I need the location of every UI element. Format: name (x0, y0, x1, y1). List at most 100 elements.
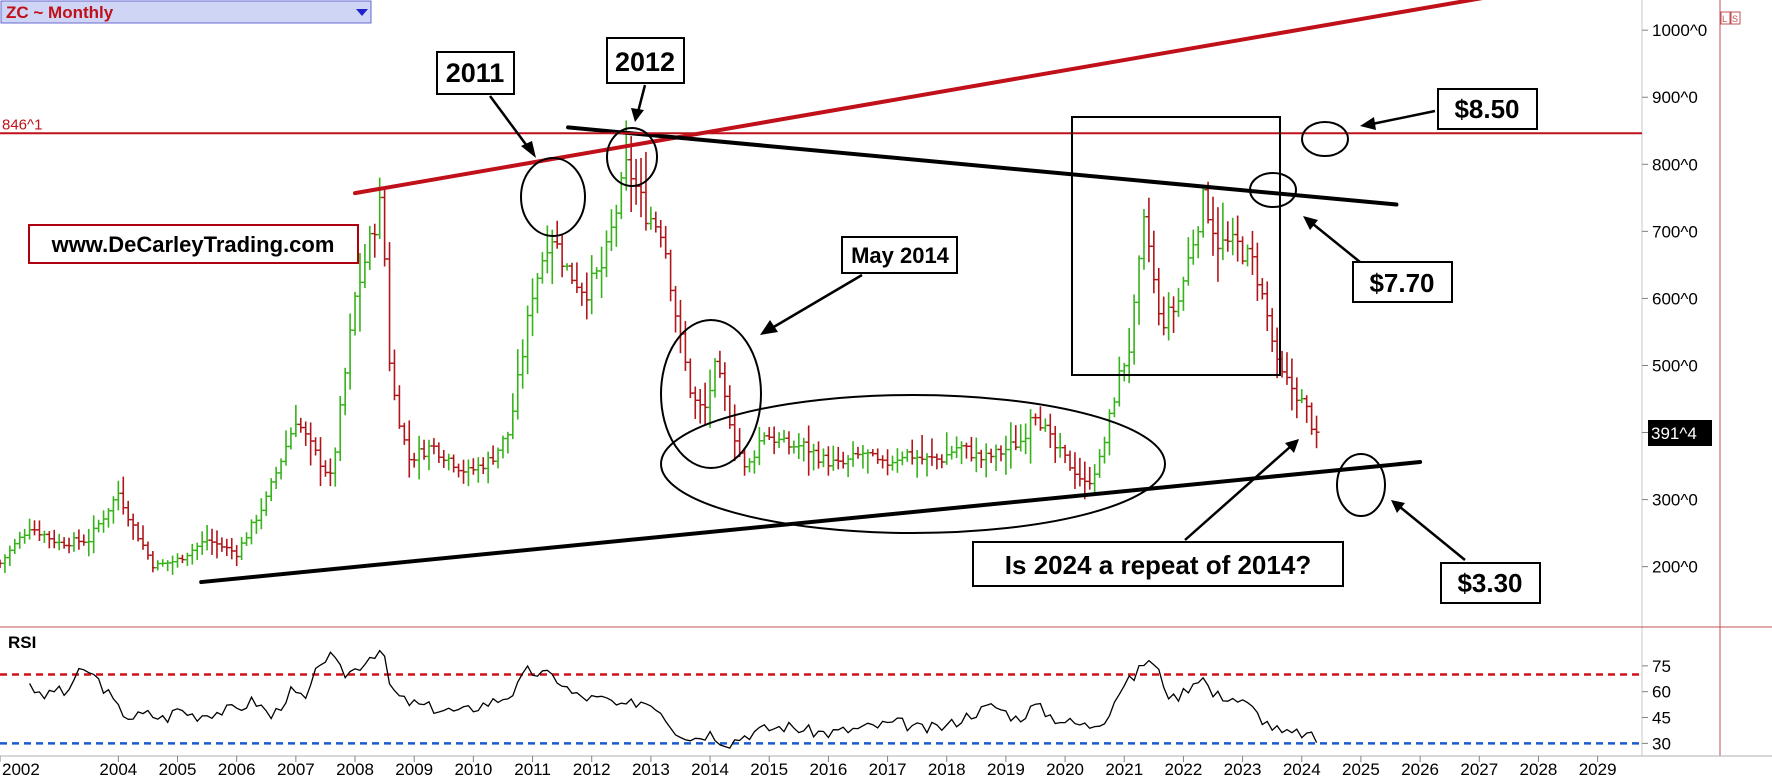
rsi-title: RSI (8, 633, 36, 652)
annotation-may-2014: May 2014 (851, 243, 950, 268)
time-axis-tick-label: 2009 (395, 760, 433, 777)
annotation-repeat-box (972, 541, 1344, 587)
annotation-2011: 2011 (446, 58, 505, 88)
box-2021-2023 (1071, 116, 1281, 376)
rsi-axis-tick-label: 60 (1652, 683, 1671, 702)
annotation-2012-box (606, 37, 685, 84)
time-axis-tick-label: 2013 (632, 760, 670, 777)
annotation-330: $3.30 (1457, 568, 1522, 598)
last-price-badge: 391^4 (1648, 420, 1712, 446)
time-axis-tick-label: 2022 (1165, 760, 1203, 777)
arrow-2011 (488, 95, 532, 151)
arrow-770 (1312, 223, 1361, 263)
annotation-2011-box (436, 51, 515, 95)
time-axis-tick-label: 2007 (277, 760, 315, 777)
time-axis-tick-label: 2018 (928, 760, 966, 777)
price-axis-tick-label: 600^0 (1652, 289, 1698, 308)
price-axis: 200^0300^0400^0500^0600^0700^0800^0900^0… (1642, 21, 1707, 577)
time-axis-tick-label: 2024 (1283, 760, 1321, 777)
range-ellipse-2014-2020 (660, 394, 1166, 534)
long-button[interactable] (1720, 11, 1731, 25)
price-axis-tick-label: 800^0 (1652, 155, 1698, 174)
arrow-850-head (1360, 117, 1376, 130)
circle-330 (1336, 453, 1386, 517)
annotation-770: $7.70 (1369, 268, 1434, 298)
short-button[interactable] (1730, 11, 1741, 25)
circle-2012-high (606, 127, 658, 187)
time-axis-tick-label: 2025 (1342, 760, 1380, 777)
support-trendline (199, 460, 1423, 585)
time-axis-tick-label: 2016 (809, 760, 847, 777)
annotation-repeat: Is 2024 a repeat of 2014? (1005, 550, 1311, 580)
time-axis-tick-label: 2027 (1460, 760, 1498, 777)
time-axis-tick-label: 2008 (336, 760, 374, 777)
arrow-2012 (636, 84, 647, 113)
price-axis-tick-label: 200^0 (1652, 558, 1698, 577)
price-axis-tick-label: 700^0 (1652, 222, 1698, 241)
arrow-2011-head (521, 141, 536, 158)
annotation-330-box (1440, 562, 1541, 604)
annotation-may-2014-box (841, 236, 958, 274)
rsi-axis: 30 45 60 75 (1642, 657, 1671, 753)
time-axis-tick-label: 2011 (514, 760, 551, 777)
rsi-reference-lines (0, 673, 1642, 745)
arrow-850 (1371, 109, 1436, 126)
last-price-label: 391^4 (1651, 424, 1697, 443)
time-axis-tick-label: 2015 (750, 760, 788, 777)
time-axis-tick-label: 2028 (1520, 760, 1558, 777)
circle-770 (1249, 172, 1297, 208)
corner-buttons: L S (1720, 11, 1741, 25)
time-axis-tick-label: 2004 (99, 760, 137, 777)
chevron-down-icon[interactable] (356, 9, 368, 16)
time-axis-tick-label: 2005 (159, 760, 197, 777)
long-button-label: L (1722, 14, 1727, 24)
time-axis-tick-label: 2021 (1105, 760, 1143, 777)
arrow-repeat-head (1285, 439, 1299, 453)
arrow-330 (1399, 506, 1466, 561)
time-axis-tick-label: 2012 (573, 760, 611, 777)
circle-850 (1301, 121, 1349, 157)
rsi-axis-tick-label: 30 (1652, 734, 1671, 753)
price-axis-tick-label: 900^0 (1652, 88, 1698, 107)
time-axis-tick-label: 2006 (218, 760, 256, 777)
arrow-may-2014-head (760, 320, 778, 335)
short-button-label: S (1732, 14, 1738, 24)
symbol-selector-label: ZC ~ Monthly (6, 3, 114, 22)
website-label: www.DeCarleyTrading.com (51, 232, 335, 257)
arrow-770-head (1303, 216, 1318, 230)
time-axis-tick-label: 2019 (987, 760, 1025, 777)
annotations: 2011 2012 www.DeCarleyTrading.com May 20… (28, 37, 1541, 604)
circle-may-2014 (660, 319, 762, 469)
annotation-770-box (1352, 261, 1453, 303)
time-axis-tick-label: 2026 (1401, 760, 1439, 777)
time-axis-tick-label: 2014 (691, 760, 729, 777)
annotation-850-box (1437, 88, 1538, 130)
descending-trendline (566, 125, 1399, 207)
rsi-line (29, 649, 1318, 749)
time-axis-tick-label: 2010 (454, 760, 492, 777)
arrow-may-2014 (771, 273, 863, 330)
time-axis: 2002 2004 2005 2006 2007 2008 2009 2010 2011 2012… (0, 756, 1617, 779)
website-box (28, 224, 359, 264)
price-axis-tick-label: 1000^0 (1652, 21, 1707, 40)
symbol-selector[interactable]: ZC ~ Monthly (0, 0, 372, 24)
time-axis-tick-label: 2002 (2, 760, 40, 777)
time-axis-tick-label: 2017 (869, 760, 907, 777)
rsi-axis-tick-label: 75 (1652, 657, 1671, 676)
arrow-330-head (1391, 500, 1405, 513)
price-bars (0, 120, 1320, 575)
rsi-axis-tick-label: 45 (1652, 709, 1671, 728)
arrow-2012-head (631, 108, 644, 122)
annotation-2012: 2012 (615, 47, 675, 77)
annotation-850: $8.50 (1454, 94, 1519, 124)
price-axis-tick-label: 300^0 (1652, 491, 1698, 510)
level-846-label: 846^1 (2, 116, 42, 133)
arrow-repeat (1184, 446, 1291, 541)
circle-2011-high (520, 157, 586, 237)
price-axis-tick-label: 500^0 (1652, 356, 1698, 375)
time-axis-tick-label: 2029 (1579, 760, 1617, 777)
time-axis-tick-label: 2020 (1046, 760, 1084, 777)
time-axis-tick-label: 2023 (1224, 760, 1262, 777)
